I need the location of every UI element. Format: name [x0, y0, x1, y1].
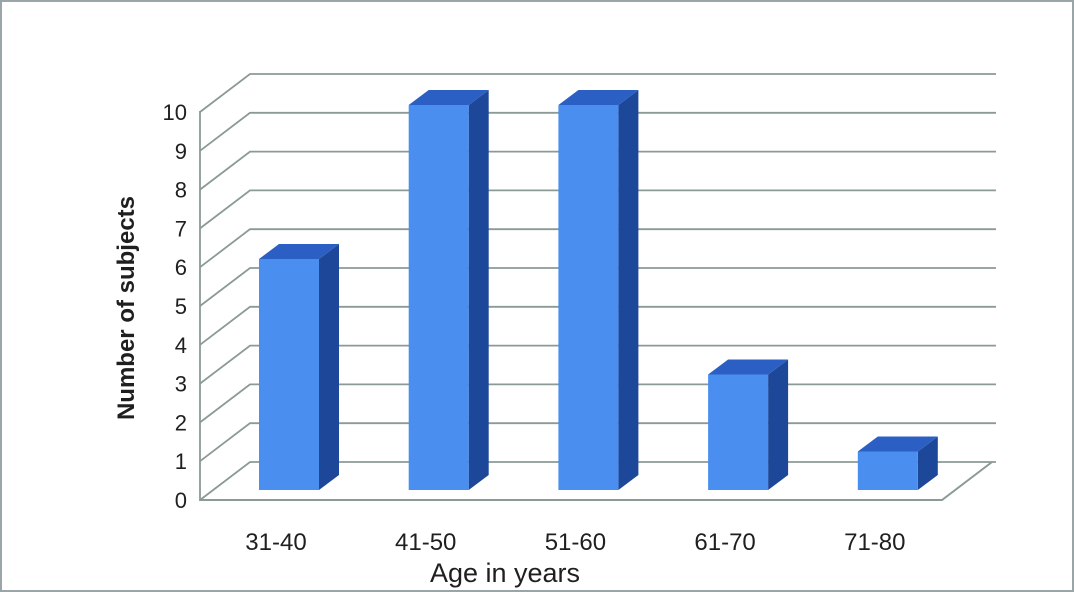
gridline-6 [199, 228, 996, 268]
bar-61-70 [708, 359, 789, 490]
x-axis-title: Age in years [430, 558, 580, 588]
bars [259, 90, 938, 490]
y-axis-title: Number of subjects [113, 196, 140, 420]
y-tick-label-2: 2 [175, 410, 187, 435]
y-tick-label-3: 3 [175, 372, 187, 397]
x-category-labels: 31-40 41-50 51-60 61-70 71-80 [245, 529, 905, 556]
bar-71-80 [857, 436, 938, 490]
y-tick-label-10: 10 [163, 100, 187, 125]
bar-31-40 [259, 244, 339, 490]
bar-front-face [259, 259, 319, 490]
gridline-9 [199, 111, 996, 152]
x-category-label-51-60: 51-60 [545, 529, 606, 556]
bar-top-face [857, 436, 938, 452]
x-category-label-71-80: 71-80 [844, 529, 905, 556]
bar-front-face [857, 451, 918, 490]
gridline-7 [199, 189, 996, 230]
gridline-10 [199, 73, 996, 113]
bar-top-face [408, 90, 489, 105]
bar-41-50 [408, 90, 489, 490]
gridline-5 [199, 267, 996, 307]
x-category-label-61-70: 61-70 [694, 529, 755, 556]
bar-front-face [708, 374, 769, 490]
y-tick-label-8: 8 [175, 178, 187, 203]
y-tick-label-9: 9 [175, 139, 187, 164]
bar-front-face [408, 105, 469, 490]
y-tick-label-1: 1 [175, 449, 187, 474]
y-tick-label-4: 4 [175, 333, 187, 358]
y-tick-label-7: 7 [175, 216, 187, 241]
gridline-4 [199, 305, 996, 346]
y-tick-labels: 0 1 2 3 4 5 6 7 8 9 10 [163, 100, 187, 513]
gridline-8 [199, 150, 996, 191]
bar-front-face [558, 105, 619, 490]
y-tick-label-5: 5 [175, 294, 187, 319]
bar-top-face [558, 90, 639, 105]
bar-side-face [917, 436, 938, 490]
gridline-3 [199, 344, 996, 385]
floor-front-edge [200, 461, 993, 501]
bar-side-face [468, 90, 489, 490]
x-category-label-41-50: 41-50 [395, 529, 456, 556]
gridlines [199, 73, 996, 501]
bar-top-face [708, 359, 789, 375]
bar-top-face [259, 244, 339, 259]
bar-51-60 [558, 90, 639, 490]
y-tick-label-0: 0 [175, 488, 187, 513]
x-category-label-31-40: 31-40 [245, 529, 306, 556]
chart-floor-outline [200, 461, 993, 501]
bar-side-face [319, 244, 339, 490]
bar-side-face [618, 90, 639, 490]
y-tick-label-6: 6 [175, 255, 187, 280]
bar-side-face [768, 359, 789, 490]
